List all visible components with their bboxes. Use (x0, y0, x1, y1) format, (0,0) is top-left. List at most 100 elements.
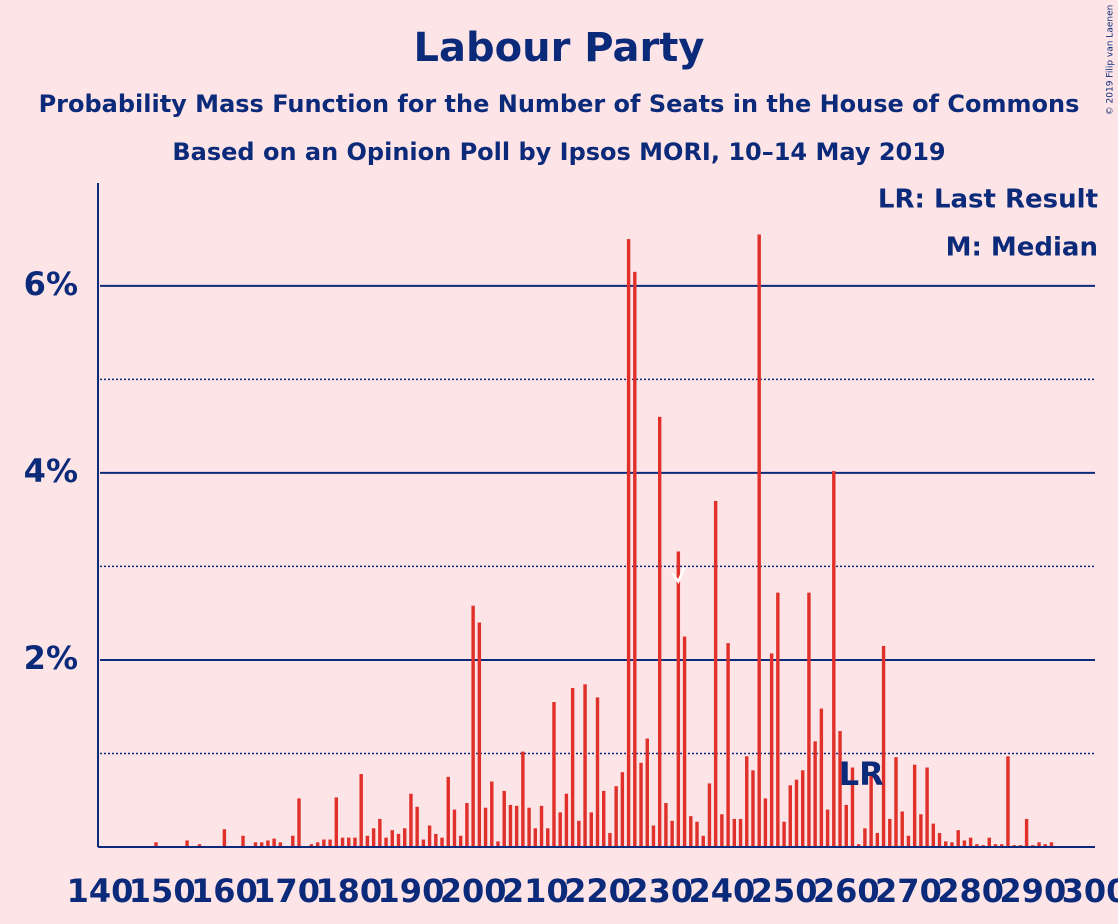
bar (825, 809, 830, 847)
bar (533, 828, 538, 847)
bar (315, 842, 320, 847)
x-tick-label: 190 (378, 872, 445, 910)
bar (614, 786, 618, 847)
bar (595, 697, 600, 847)
bar (738, 818, 743, 847)
y-tick-label: 2% (24, 639, 78, 677)
bar (440, 837, 444, 847)
bar (807, 592, 811, 847)
bar (570, 688, 575, 847)
bar (434, 833, 438, 847)
bar (863, 828, 867, 847)
bar (769, 653, 774, 847)
bar (583, 684, 587, 847)
bar (664, 803, 668, 847)
bar (297, 798, 301, 847)
bar (546, 828, 550, 847)
bar (477, 622, 482, 847)
bar (832, 471, 836, 847)
bar (707, 783, 712, 847)
bar (931, 823, 936, 847)
bar (645, 738, 649, 847)
x-tick-label: 220 (564, 872, 631, 910)
legend-entry: M: Median (946, 233, 1098, 263)
chart-subtitle: Based on an Opinion Poll by Ipsos MORI, … (172, 138, 945, 166)
bar (689, 816, 693, 847)
bar (421, 839, 426, 847)
bar (819, 708, 824, 847)
bar (458, 835, 463, 847)
bar (272, 838, 276, 847)
bar (222, 829, 227, 847)
bar (745, 756, 749, 847)
x-tick-label: 290 (999, 872, 1066, 910)
bar (639, 762, 643, 847)
x-tick-label: 200 (440, 872, 507, 910)
bar (527, 807, 531, 847)
x-tick-label: 230 (626, 872, 693, 910)
bar (371, 828, 376, 847)
bar (987, 837, 991, 847)
bar (850, 767, 855, 847)
bar (185, 840, 189, 847)
bar (602, 790, 606, 847)
bar (888, 818, 892, 847)
legend-entry: LR: Last Result (878, 185, 1098, 215)
chart-title: Labour Party (414, 25, 705, 71)
x-tick-label: 280 (937, 872, 1004, 910)
bar (359, 774, 363, 847)
median-marker (671, 566, 686, 584)
bar (906, 835, 911, 847)
bar (975, 844, 979, 847)
bar (993, 844, 998, 847)
bar (552, 702, 556, 847)
bar (956, 830, 960, 847)
bar (925, 767, 929, 847)
bar (626, 239, 631, 847)
bar (757, 234, 761, 847)
x-tick-label: 150 (129, 872, 196, 910)
bar (409, 793, 413, 847)
bar (577, 820, 581, 847)
bar (881, 645, 886, 847)
bar (813, 741, 817, 847)
bar (253, 842, 258, 847)
last-result-label: LR (839, 755, 884, 793)
y-tick-label: 6% (24, 265, 78, 303)
bar (197, 844, 202, 847)
bar (328, 839, 332, 847)
bar (490, 781, 494, 847)
bar (670, 820, 674, 847)
bar (962, 840, 967, 847)
bar (1006, 756, 1010, 847)
bar (365, 835, 370, 847)
bar (589, 812, 593, 847)
bar (378, 818, 382, 847)
bar (763, 798, 768, 847)
bar (856, 844, 861, 847)
copyright: © 2019 Filip van Laenen (1106, 5, 1116, 116)
bar (291, 835, 295, 847)
bar (1024, 818, 1029, 847)
x-tick-label: 300 (1062, 872, 1118, 910)
bar (950, 842, 954, 847)
bar (900, 811, 904, 847)
bar (266, 840, 270, 847)
bar (384, 837, 388, 847)
bar (471, 605, 475, 847)
bar (415, 806, 419, 847)
bar (241, 835, 245, 847)
bar (259, 842, 264, 847)
bar (720, 814, 724, 847)
chart-subtitle: Probability Mass Function for the Number… (39, 90, 1080, 118)
bar (1049, 842, 1054, 847)
bar (452, 809, 457, 847)
bar (154, 842, 158, 847)
bar (782, 821, 786, 847)
bar (539, 805, 544, 847)
y-tick-label: 4% (24, 452, 78, 490)
bar (483, 807, 488, 847)
bar (608, 832, 612, 847)
bar (869, 772, 873, 847)
